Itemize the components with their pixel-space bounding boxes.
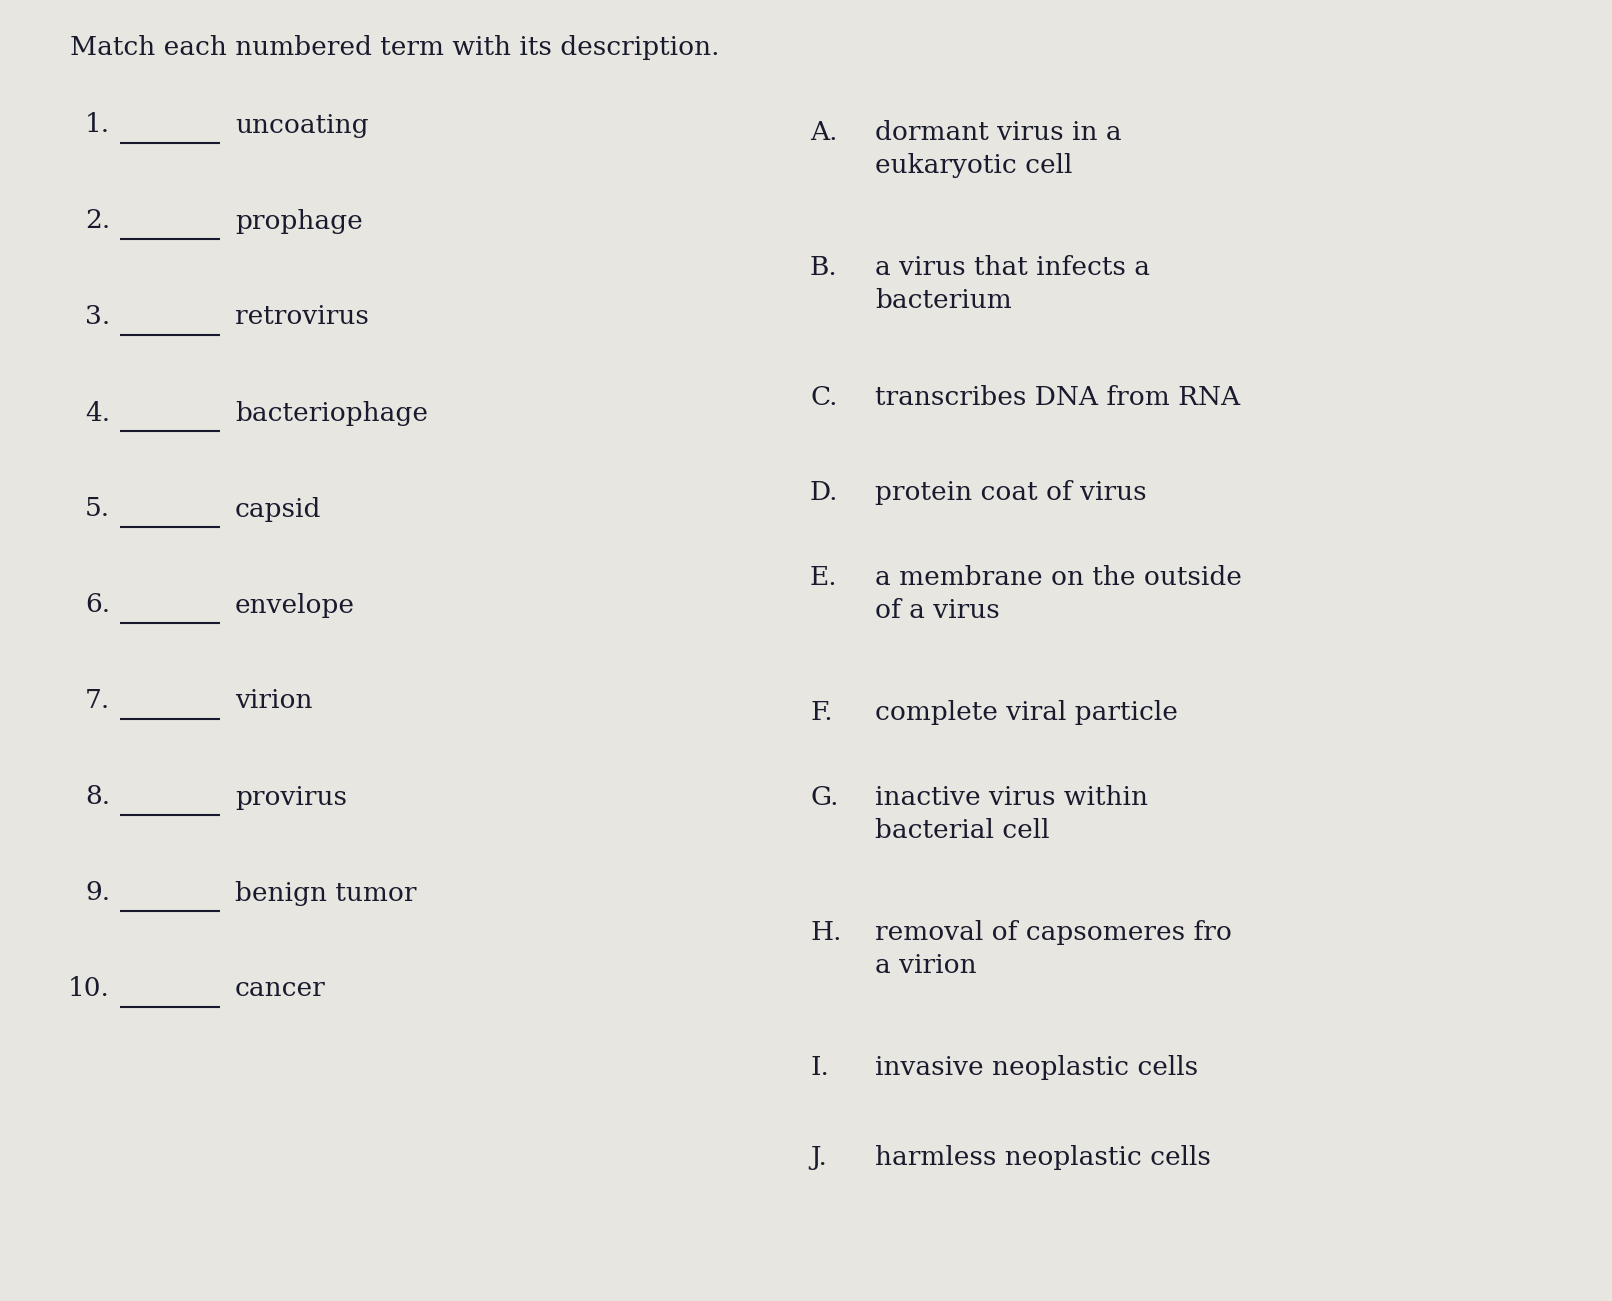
Text: 1.: 1. bbox=[85, 112, 110, 138]
Text: removal of capsomeres fro
a virion: removal of capsomeres fro a virion bbox=[875, 920, 1232, 978]
Text: D.: D. bbox=[809, 480, 838, 505]
Text: invasive neoplastic cells: invasive neoplastic cells bbox=[875, 1055, 1198, 1080]
Text: benign tumor: benign tumor bbox=[235, 881, 416, 905]
Text: A.: A. bbox=[809, 120, 838, 144]
Text: C.: C. bbox=[809, 385, 838, 410]
Text: E.: E. bbox=[809, 565, 838, 589]
Text: 4.: 4. bbox=[85, 401, 110, 425]
Text: 8.: 8. bbox=[85, 785, 110, 809]
Text: Match each numbered term with its description.: Match each numbered term with its descri… bbox=[69, 35, 719, 60]
Text: retrovirus: retrovirus bbox=[235, 304, 369, 329]
Text: 9.: 9. bbox=[85, 881, 110, 905]
Text: protein coat of virus: protein coat of virus bbox=[875, 480, 1146, 505]
Text: envelope: envelope bbox=[235, 592, 355, 618]
Text: transcribes DNA from RNA: transcribes DNA from RNA bbox=[875, 385, 1240, 410]
Text: 7.: 7. bbox=[85, 688, 110, 713]
Text: 10.: 10. bbox=[68, 977, 110, 1002]
Text: inactive virus within
bacterial cell: inactive virus within bacterial cell bbox=[875, 785, 1148, 843]
Text: capsid: capsid bbox=[235, 497, 321, 522]
Text: F.: F. bbox=[809, 700, 833, 725]
Text: 2.: 2. bbox=[85, 208, 110, 233]
Text: bacteriophage: bacteriophage bbox=[235, 401, 429, 425]
Text: complete viral particle: complete viral particle bbox=[875, 700, 1178, 725]
Text: B.: B. bbox=[809, 255, 838, 280]
Text: virion: virion bbox=[235, 688, 313, 713]
Text: 6.: 6. bbox=[85, 592, 110, 618]
Text: dormant virus in a
eukaryotic cell: dormant virus in a eukaryotic cell bbox=[875, 120, 1122, 178]
Text: I.: I. bbox=[809, 1055, 829, 1080]
Text: H.: H. bbox=[809, 920, 841, 945]
Text: prophage: prophage bbox=[235, 208, 363, 233]
Text: provirus: provirus bbox=[235, 785, 347, 809]
Text: J.: J. bbox=[809, 1145, 827, 1170]
Text: uncoating: uncoating bbox=[235, 112, 369, 138]
Text: cancer: cancer bbox=[235, 977, 326, 1002]
Text: 5.: 5. bbox=[85, 497, 110, 522]
Text: a virus that infects a
bacterium: a virus that infects a bacterium bbox=[875, 255, 1149, 314]
Text: harmless neoplastic cells: harmless neoplastic cells bbox=[875, 1145, 1211, 1170]
Text: G.: G. bbox=[809, 785, 838, 811]
Text: a membrane on the outside
of a virus: a membrane on the outside of a virus bbox=[875, 565, 1241, 623]
Text: 3.: 3. bbox=[85, 304, 110, 329]
